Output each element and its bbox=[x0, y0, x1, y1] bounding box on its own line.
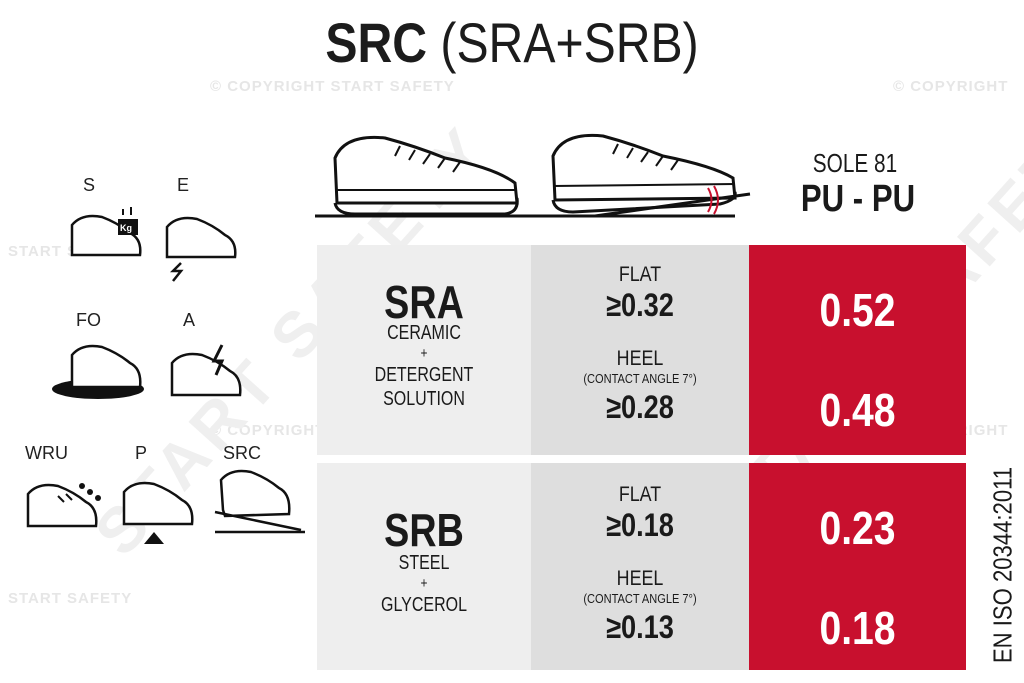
sra-flat-label: FLAT bbox=[618, 263, 662, 286]
watermark-copyright: © COPYRIGHT START SAFETY bbox=[210, 78, 455, 95]
srb-heel-requirement: ≥0.13 bbox=[606, 609, 674, 645]
icon-label-s: S bbox=[83, 175, 96, 195]
srb-heel-angle: (CONTACT ANGLE 7°) bbox=[583, 591, 697, 606]
sra-heel-requirement: ≥0.28 bbox=[606, 389, 674, 425]
sra-heel-result: 0.48 bbox=[819, 384, 896, 436]
srb-test-cell: SRB STEEL + GLYCEROL bbox=[317, 463, 531, 670]
shoe-flat-icon bbox=[315, 133, 751, 218]
srb-requirement-cell: FLAT ≥0.18 HEEL (CONTACT ANGLE 7°) ≥0.13 bbox=[531, 463, 749, 670]
sra-desc-line: DETERGENT bbox=[374, 364, 474, 386]
slip-resistant-shoe-icon bbox=[214, 469, 305, 534]
penetration-resistant-shoe-icon bbox=[122, 481, 194, 544]
sole-value: PU - PU bbox=[800, 178, 916, 220]
icon-label-a: A bbox=[183, 310, 196, 330]
sole-label: SOLE 81 bbox=[812, 148, 898, 178]
sra-test-cell: SRA CERAMIC + DETERGENT SOLUTION bbox=[317, 245, 531, 455]
icon-label-src: SRC bbox=[223, 443, 262, 463]
srb-desc-line: GLYCEROL bbox=[381, 594, 467, 616]
fuel-oil-resistant-shoe-icon bbox=[52, 344, 144, 399]
page-title: SRC (SRA+SRB) bbox=[39, 10, 985, 75]
srb-flat-label: FLAT bbox=[618, 483, 662, 506]
sra-result-cell: 0.52 0.48 bbox=[749, 245, 966, 455]
srb-desc-line: + bbox=[420, 575, 428, 592]
sra-desc-line: SOLUTION bbox=[383, 388, 465, 410]
sra-flat-result: 0.52 bbox=[819, 284, 896, 336]
standard-text: EN ISO 20344:2011 bbox=[987, 466, 1018, 664]
icon-label-wru: WRU bbox=[25, 443, 68, 463]
srb-flat-requirement: ≥0.18 bbox=[606, 507, 674, 543]
sra-heel-angle: (CONTACT ANGLE 7°) bbox=[583, 371, 697, 386]
watermark-brand: START SAFETY bbox=[8, 590, 133, 607]
sra-desc-line: + bbox=[420, 345, 428, 362]
sra-heel-label: HEEL bbox=[616, 347, 664, 370]
toecap-weight-shoe-icon: Kg bbox=[70, 207, 142, 257]
srb-flat-result: 0.23 bbox=[819, 502, 896, 554]
sra-requirement-cell: FLAT ≥0.32 HEEL (CONTACT ANGLE 7°) ≥0.28 bbox=[531, 245, 749, 455]
srb-result-cell: 0.23 0.18 bbox=[749, 463, 966, 670]
srb-code: SRB bbox=[384, 504, 464, 556]
standard-reference: EN ISO 20344:2011 bbox=[983, 460, 1023, 670]
srb-desc-line: STEEL bbox=[398, 552, 450, 574]
antistatic-shoe-icon bbox=[170, 344, 242, 397]
water-resistant-upper-shoe-icon bbox=[26, 483, 101, 528]
sra-code: SRA bbox=[384, 276, 464, 328]
energy-absorbing-heel-shoe-icon bbox=[165, 216, 237, 282]
page-title-rest: (SRA+SRB) bbox=[427, 11, 699, 74]
icon-label-fo: FO bbox=[76, 310, 101, 330]
page-title-bold: SRC bbox=[325, 11, 428, 74]
sra-desc-line: CERAMIC bbox=[387, 322, 461, 344]
watermark-copyright: © COPYRIGHT bbox=[893, 78, 1009, 95]
sra-flat-requirement: ≥0.32 bbox=[606, 287, 674, 323]
svg-text:Kg: Kg bbox=[120, 223, 132, 233]
icon-label-p: P bbox=[135, 443, 148, 463]
srb-heel-label: HEEL bbox=[616, 567, 664, 590]
srb-heel-result: 0.18 bbox=[819, 602, 896, 654]
icon-label-e: E bbox=[177, 175, 190, 195]
